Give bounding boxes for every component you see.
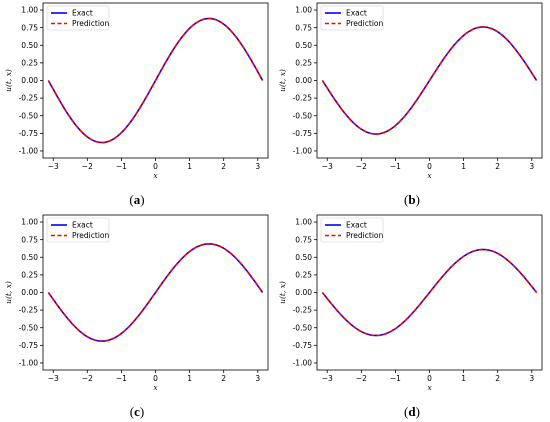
- x-tick-label: 0: [153, 374, 158, 383]
- legend-label-exact: Exact: [346, 9, 367, 18]
- legend-box: [46, 5, 110, 31]
- x-tick-label: −3: [48, 374, 59, 383]
- y-axis-label: u(t, x): [4, 281, 13, 304]
- y-axis-label: u(t, x): [278, 69, 287, 92]
- x-tick-label: −2: [356, 374, 367, 383]
- x-tick-label: 0: [427, 374, 432, 383]
- series-line-prediction: [321, 248, 538, 337]
- y-tick-label: 0.00: [295, 76, 312, 85]
- x-tick-label: 1: [461, 374, 466, 383]
- x-tick-label: −1: [116, 162, 127, 171]
- x-tick-label: −3: [322, 162, 333, 171]
- x-tick-label: 2: [221, 374, 226, 383]
- x-tick-label: 1: [461, 162, 466, 171]
- series-line-prediction: [47, 243, 264, 342]
- legend-box: [320, 5, 384, 31]
- x-axis-label: x: [153, 383, 158, 392]
- x-tick-label: −3: [322, 374, 333, 383]
- panel-caption-c: (c): [130, 404, 144, 419]
- y-tick-label: 0.00: [295, 288, 312, 297]
- legend-label-prediction: Prediction: [346, 19, 384, 28]
- y-tick-label: -1.00: [293, 359, 313, 368]
- y-tick-label: 0.50: [295, 41, 312, 50]
- y-tick-label: 0.75: [21, 23, 38, 32]
- chart-panel-d: -1.00 -0.75 -0.50 -0.25 0.00 0.25 0.50 0.75 1.00…: [278, 214, 543, 392]
- y-tick-label: -0.75: [19, 341, 39, 350]
- panel-caption-a: (a): [129, 192, 144, 207]
- legend-box: [320, 217, 384, 243]
- x-axis-label: x: [427, 171, 432, 180]
- y-tick-label: -1.00: [19, 359, 39, 368]
- y-tick-label: 0.00: [21, 288, 38, 297]
- x-tick-label: −1: [116, 374, 127, 383]
- y-tick-label: 0.75: [295, 23, 312, 32]
- y-tick-label: 0.75: [21, 235, 38, 244]
- chart-panel-b: -1.00 -0.75 -0.50 -0.25 0.00 0.25 0.50 0.75 1.00…: [278, 2, 543, 180]
- y-axis-label: u(t, x): [278, 281, 287, 304]
- y-tick-label: 0.50: [21, 253, 38, 262]
- series-line-prediction: [321, 26, 538, 135]
- x-tick-label: 3: [255, 374, 260, 383]
- chart-panel-c: -1.00 -0.75 -0.50 -0.25 0.00 0.25 0.50 0.75 1.00…: [4, 214, 269, 392]
- x-tick-label: −2: [82, 162, 93, 171]
- y-tick-label: -0.75: [19, 129, 39, 138]
- legend-label-prediction: Prediction: [346, 231, 384, 240]
- y-tick-label: -0.25: [19, 306, 39, 315]
- x-tick-label: 0: [153, 162, 158, 171]
- x-tick-label: 1: [187, 162, 192, 171]
- x-axis-label: x: [153, 171, 158, 180]
- y-tick-label: 0.75: [295, 235, 312, 244]
- x-tick-label: −3: [48, 162, 59, 171]
- y-tick-label: 1.00: [295, 218, 312, 227]
- y-tick-label: 0.50: [21, 41, 38, 50]
- x-tick-label: 0: [427, 162, 432, 171]
- y-tick-label: 0.25: [295, 58, 312, 67]
- legend-label-prediction: Prediction: [72, 19, 110, 28]
- y-tick-label: -0.50: [19, 323, 39, 332]
- x-axis-label: x: [427, 383, 432, 392]
- legend-label-exact: Exact: [72, 9, 93, 18]
- y-tick-label: 1.00: [295, 6, 312, 15]
- chart-panel-a: -1.00 -0.75 -0.50 -0.25 0.00 0.25 0.50 0.75 1.00…: [4, 2, 269, 180]
- x-tick-label: −2: [356, 162, 367, 171]
- y-tick-label: 0.00: [21, 76, 38, 85]
- legend-label-prediction: Prediction: [72, 231, 110, 240]
- y-tick-label: 0.25: [21, 270, 38, 279]
- x-tick-label: 2: [495, 374, 500, 383]
- panel-caption-b: (b): [404, 192, 420, 207]
- y-tick-label: -0.25: [293, 306, 313, 315]
- panel-caption-d: (d): [404, 404, 420, 419]
- x-tick-label: 2: [495, 162, 500, 171]
- x-tick-label: −1: [390, 162, 401, 171]
- y-tick-label: -0.50: [293, 323, 313, 332]
- y-tick-label: -1.00: [19, 147, 39, 156]
- x-tick-label: −2: [82, 374, 93, 383]
- y-tick-label: -0.50: [293, 111, 313, 120]
- x-tick-label: 1: [187, 374, 192, 383]
- x-tick-label: 3: [255, 162, 260, 171]
- legend-label-exact: Exact: [72, 221, 93, 230]
- y-tick-label: -0.25: [19, 94, 39, 103]
- y-tick-label: -0.75: [293, 341, 313, 350]
- y-tick-label: -0.50: [19, 111, 39, 120]
- y-tick-label: 0.25: [295, 270, 312, 279]
- y-tick-label: -1.00: [293, 147, 313, 156]
- x-tick-label: 3: [529, 162, 534, 171]
- y-tick-label: -0.25: [293, 94, 313, 103]
- y-tick-label: 0.25: [21, 58, 38, 67]
- legend-label-exact: Exact: [346, 221, 367, 230]
- y-tick-label: 0.50: [295, 253, 312, 262]
- y-axis-label: u(t, x): [4, 69, 13, 92]
- y-tick-label: 1.00: [21, 218, 38, 227]
- series-line-prediction: [47, 17, 264, 144]
- x-tick-label: 3: [529, 374, 534, 383]
- legend-box: [46, 217, 110, 243]
- x-tick-label: 2: [221, 162, 226, 171]
- y-tick-label: -0.75: [293, 129, 313, 138]
- y-tick-label: 1.00: [21, 6, 38, 15]
- x-tick-label: −1: [390, 374, 401, 383]
